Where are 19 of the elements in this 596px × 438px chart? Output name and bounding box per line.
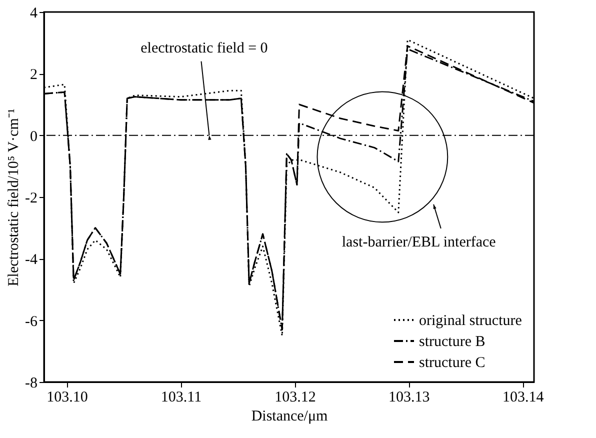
y-tick-label: -6 [25,314,38,330]
y-tick-label: 2 [30,67,38,84]
annotation: last-barrier/EBL interface [342,234,496,250]
legend-label: structure B [419,334,486,350]
y-tick-label: 4 [30,6,38,22]
x-tick-label: 103.13 [388,390,430,406]
legend-label: original structure [419,313,522,329]
y-axis-title: Electrostatic field/10⁵ V·cm⁻¹ [6,108,22,286]
y-tick-label: 0 [30,128,38,145]
legend-label: structure C [419,355,486,371]
annotation: electrostatic field = 0 [140,40,268,56]
x-tick-label: 103.11 [160,390,202,406]
x-axis-title: Distance/μm [251,408,328,424]
x-tick-label: 103.14 [502,390,544,406]
x-tick-label: 103.10 [46,390,88,406]
y-tick-label: -4 [25,252,38,268]
y-tick-label: -2 [25,190,38,206]
x-tick-label: 103.12 [274,390,316,406]
y-tick-label: -8 [25,376,38,392]
